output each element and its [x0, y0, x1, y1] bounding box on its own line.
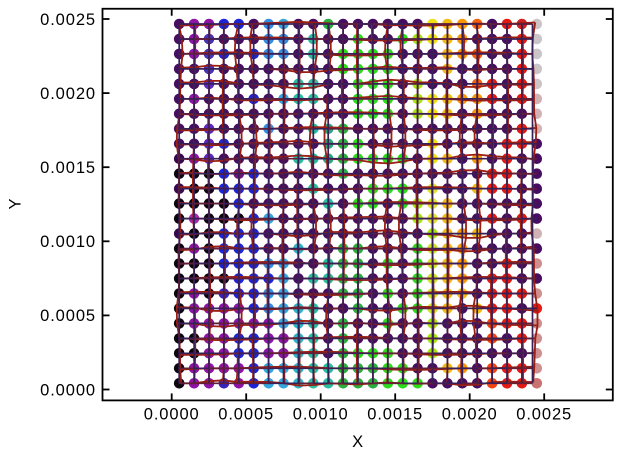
- svg-text:0.0025: 0.0025: [516, 406, 572, 424]
- svg-text:0.0000: 0.0000: [40, 381, 96, 399]
- svg-text:0.0015: 0.0015: [40, 159, 96, 177]
- svg-text:0.0025: 0.0025: [40, 11, 96, 29]
- svg-text:0.0020: 0.0020: [442, 406, 498, 424]
- svg-text:0.0005: 0.0005: [40, 307, 96, 325]
- svg-text:0.0010: 0.0010: [293, 406, 349, 424]
- svg-text:Y: Y: [6, 198, 24, 209]
- svg-text:0.0020: 0.0020: [40, 85, 96, 103]
- svg-text:0.0010: 0.0010: [40, 233, 96, 251]
- svg-text:X: X: [352, 433, 363, 451]
- svg-text:0.0005: 0.0005: [218, 406, 274, 424]
- svg-text:0.0015: 0.0015: [367, 406, 423, 424]
- svg-text:0.0000: 0.0000: [144, 406, 200, 424]
